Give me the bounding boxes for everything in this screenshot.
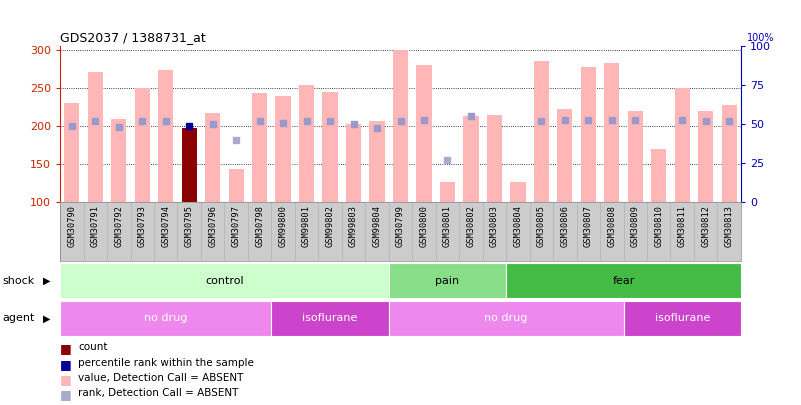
Text: GSM30804: GSM30804 (513, 205, 522, 247)
Text: GSM30797: GSM30797 (231, 205, 240, 247)
Bar (252, 93, 268, 202)
Text: GSM30790: GSM30790 (67, 205, 76, 247)
Bar (205, 113, 220, 202)
Bar (87, 72, 103, 202)
Text: GSM30812: GSM30812 (701, 205, 710, 247)
Bar (628, 111, 643, 202)
Bar (722, 105, 737, 202)
Text: GSM30795: GSM30795 (185, 205, 194, 247)
Text: ■: ■ (60, 358, 72, 371)
Bar (388, 301, 623, 336)
Bar (276, 96, 291, 202)
Bar (369, 122, 384, 202)
Text: GSM30793: GSM30793 (138, 205, 147, 247)
Text: no drug: no drug (144, 313, 187, 323)
Text: GSM30796: GSM30796 (208, 205, 217, 247)
Bar (111, 119, 127, 202)
Text: GSM99804: GSM99804 (372, 205, 381, 247)
Bar (299, 85, 314, 202)
Text: GSM30801: GSM30801 (443, 205, 452, 247)
Bar (182, 128, 197, 202)
Bar (388, 263, 506, 298)
Bar (135, 88, 150, 202)
Text: GSM30811: GSM30811 (678, 205, 686, 247)
Bar (463, 116, 478, 202)
Text: GSM30808: GSM30808 (607, 205, 616, 247)
Bar (533, 62, 549, 202)
Text: GSM30810: GSM30810 (654, 205, 663, 247)
Text: no drug: no drug (485, 313, 528, 323)
Text: agent: agent (2, 313, 34, 323)
Bar (417, 65, 432, 202)
Text: GDS2037 / 1388731_at: GDS2037 / 1388731_at (60, 31, 206, 44)
Bar (440, 181, 455, 202)
Text: GSM30802: GSM30802 (466, 205, 476, 247)
Text: ■: ■ (60, 388, 72, 401)
Text: GSM30803: GSM30803 (490, 205, 499, 247)
Bar (623, 301, 741, 336)
Bar (581, 68, 596, 202)
Text: count: count (78, 342, 108, 352)
Bar (272, 301, 388, 336)
Text: percentile rank within the sample: percentile rank within the sample (78, 358, 255, 368)
Text: ▶: ▶ (43, 276, 50, 286)
Text: GSM30800: GSM30800 (420, 205, 429, 247)
Text: GSM99802: GSM99802 (325, 205, 335, 247)
Bar (60, 301, 272, 336)
Bar (228, 169, 244, 202)
Text: GSM99801: GSM99801 (302, 205, 311, 247)
Text: ■: ■ (60, 342, 72, 355)
Bar (510, 181, 525, 202)
Text: shock: shock (2, 276, 34, 286)
Bar (557, 109, 573, 202)
Bar (158, 70, 173, 202)
Bar (392, 50, 409, 202)
Text: GSM30791: GSM30791 (91, 205, 100, 247)
Bar (60, 263, 388, 298)
Bar (604, 63, 619, 202)
Text: GSM30805: GSM30805 (537, 205, 545, 247)
Text: GSM30807: GSM30807 (584, 205, 593, 247)
Text: isoflurane: isoflurane (654, 313, 710, 323)
Text: ▶: ▶ (43, 313, 50, 323)
Text: rank, Detection Call = ABSENT: rank, Detection Call = ABSENT (78, 388, 239, 399)
Text: 100%: 100% (747, 33, 774, 43)
Text: GSM30794: GSM30794 (161, 205, 171, 247)
Text: pain: pain (436, 276, 460, 286)
Text: GSM30809: GSM30809 (630, 205, 640, 247)
Bar (346, 124, 361, 202)
Bar (651, 149, 666, 202)
Text: ■: ■ (60, 373, 72, 386)
Text: GSM30798: GSM30798 (256, 205, 264, 247)
Bar (698, 111, 714, 202)
Text: GSM30792: GSM30792 (115, 205, 123, 247)
Bar (487, 115, 502, 202)
Text: GSM30799: GSM30799 (396, 205, 405, 247)
Bar (64, 103, 79, 202)
Text: GSM30813: GSM30813 (725, 205, 734, 247)
Text: isoflurane: isoflurane (303, 313, 358, 323)
Bar (674, 88, 690, 202)
Text: GSM30806: GSM30806 (561, 205, 570, 247)
Text: GSM99800: GSM99800 (279, 205, 288, 247)
Text: GSM99803: GSM99803 (349, 205, 358, 247)
Text: fear: fear (612, 276, 634, 286)
Text: control: control (205, 276, 244, 286)
Bar (506, 263, 741, 298)
Bar (323, 92, 338, 202)
Text: value, Detection Call = ABSENT: value, Detection Call = ABSENT (78, 373, 244, 383)
